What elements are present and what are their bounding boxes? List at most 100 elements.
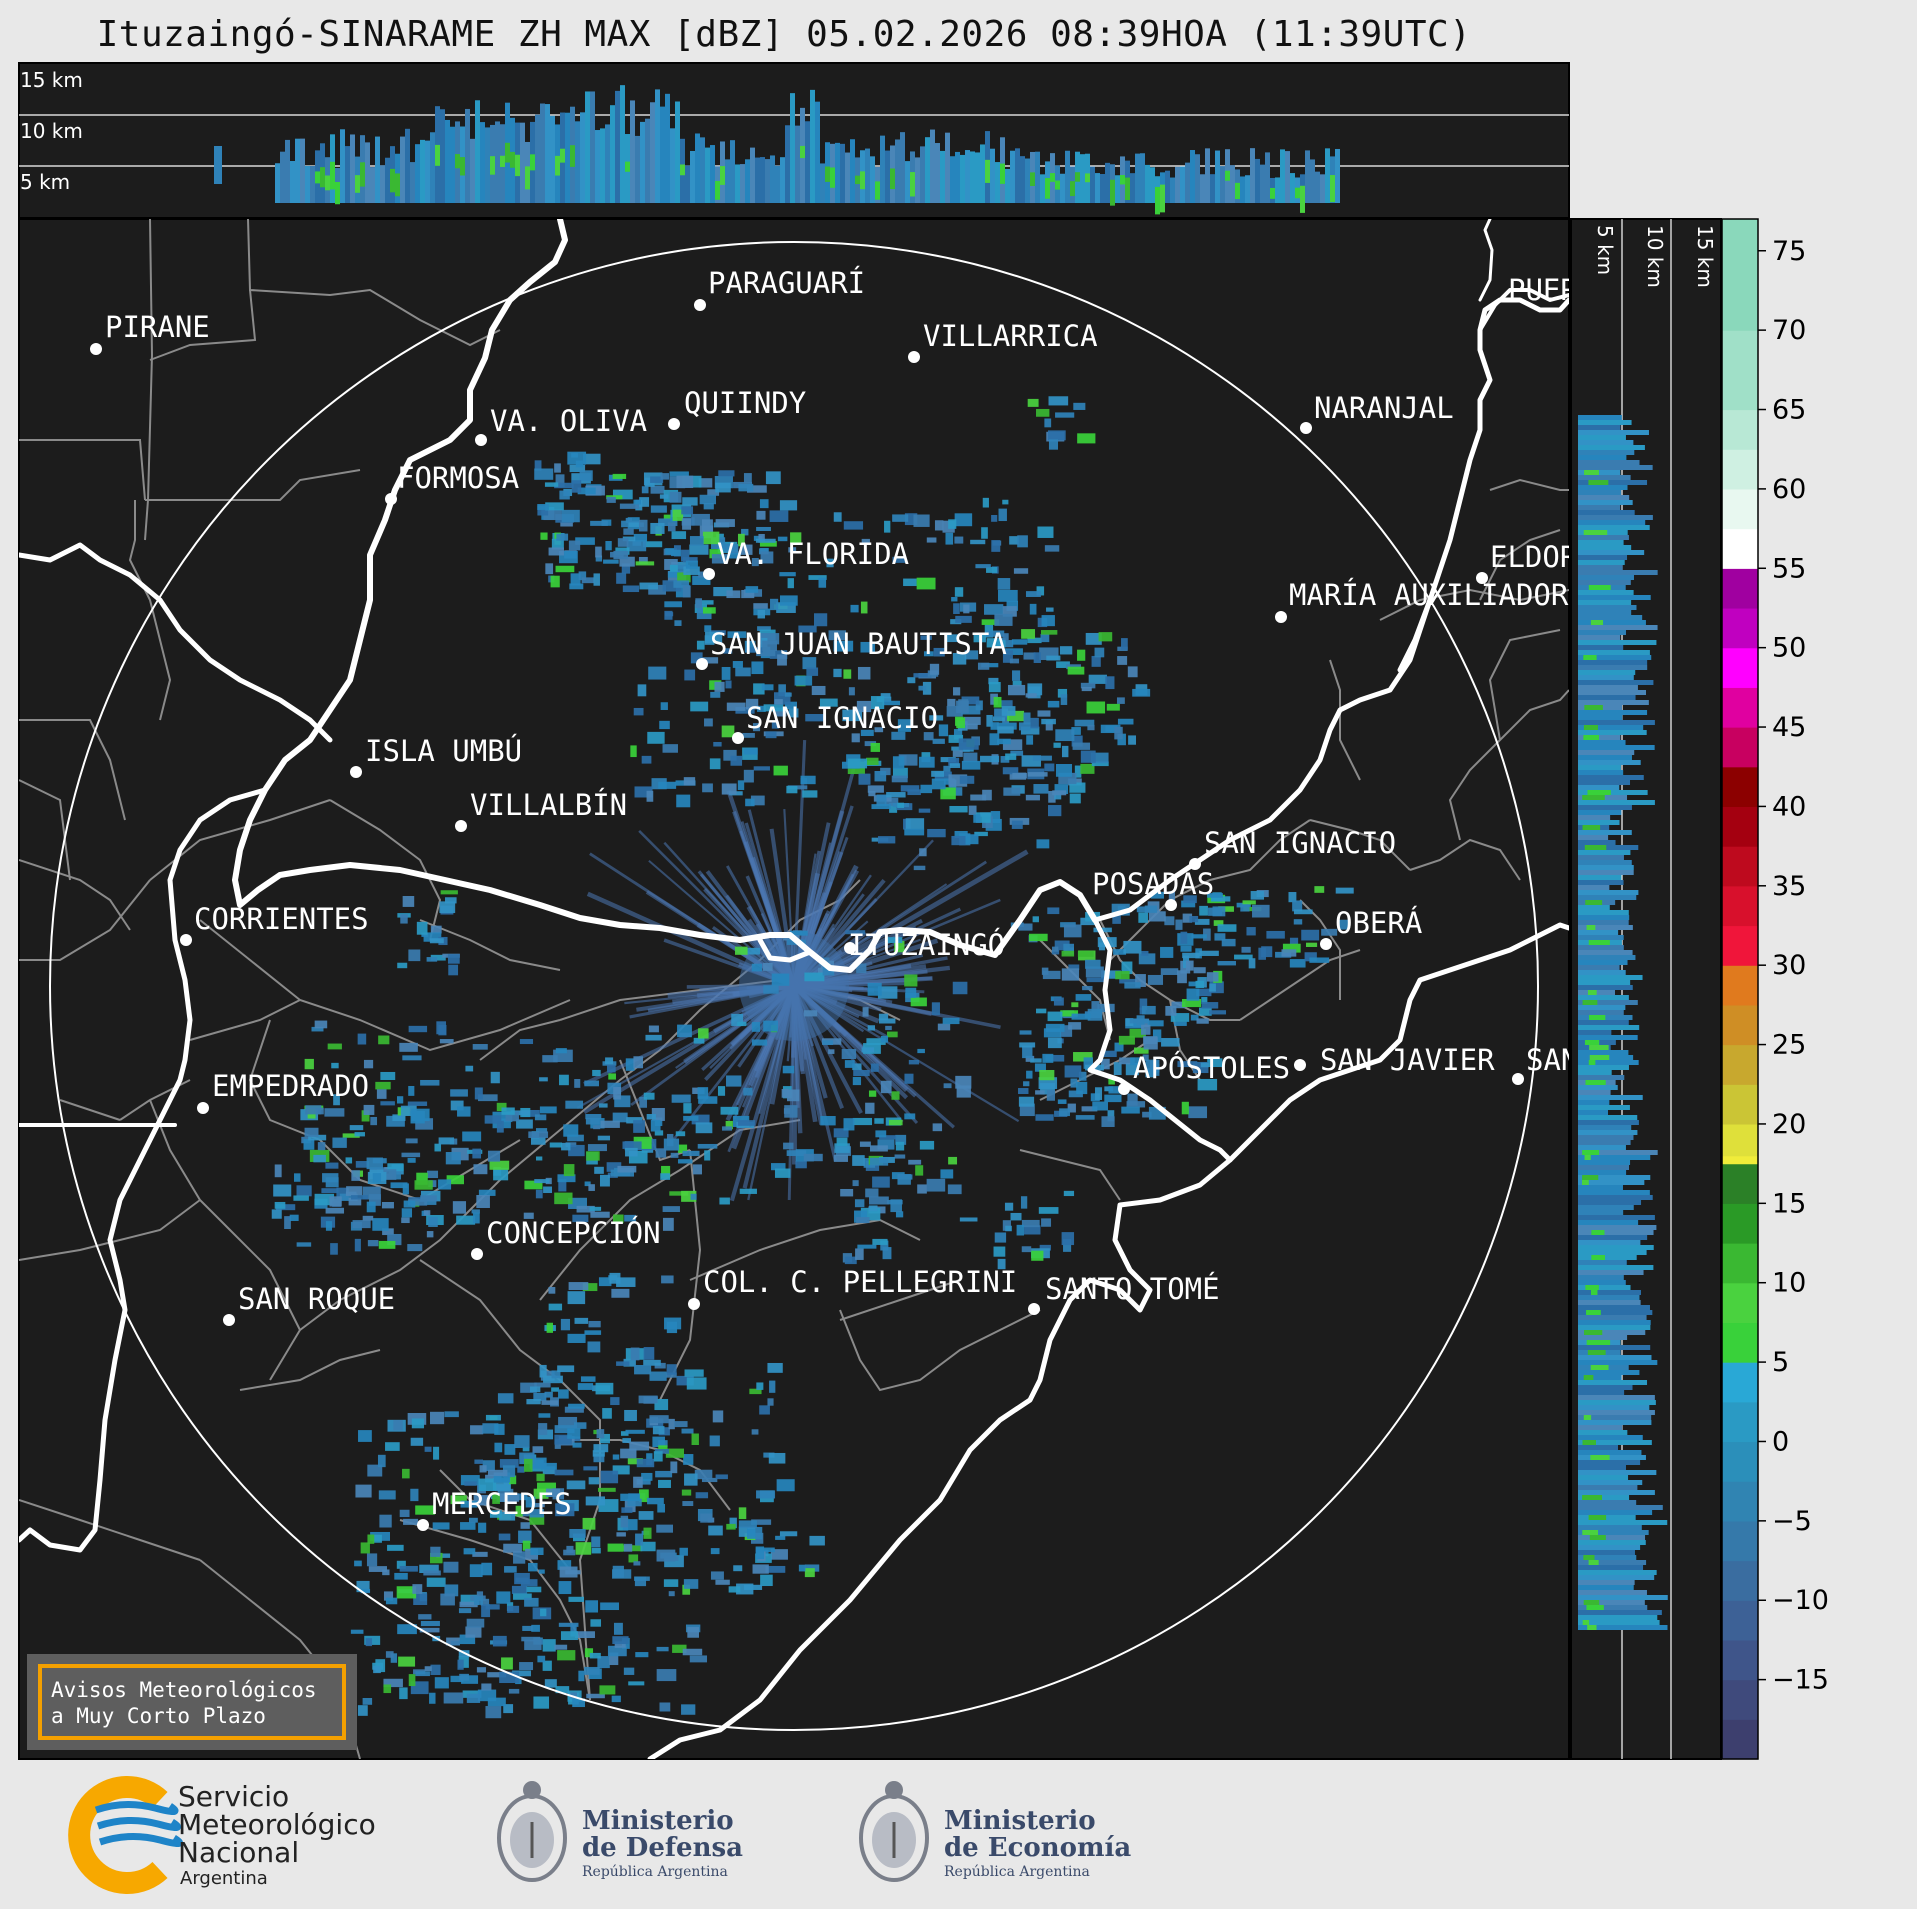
echo-cell [460,1522,476,1530]
top-echo-column [630,100,635,203]
echo-cell [656,1669,677,1682]
echo-cell [529,1457,547,1469]
echo-cell [891,775,908,783]
echo-cell [994,613,1013,626]
echo-cell [669,471,689,477]
echo-cell [569,464,586,473]
side-echo-row [1578,570,1658,575]
warning-box[interactable]: Avisos Meteorológicos a Muy Corto Plazo [27,1654,357,1750]
echo-cell [466,1693,481,1703]
top-echo-core [1075,172,1080,182]
side-echo-core [1582,1530,1599,1535]
echo-cell [1101,1058,1110,1070]
echo-cell [790,930,808,936]
side-echo-row [1578,1190,1650,1195]
echo-cell [1130,1057,1141,1066]
echo-cell [1037,710,1051,717]
echo-cell [597,1487,616,1492]
echo-cell [689,544,709,555]
echo-cell [544,482,559,487]
city-marker: SAN [1512,1043,1569,1085]
echo-cell [819,698,838,707]
side-echo-row [1578,1115,1638,1120]
echo-cell [698,571,707,578]
echo-cell [818,577,827,588]
top-echo-core [825,166,830,182]
top-echo-column [470,138,475,203]
echo-cell [1196,1018,1209,1024]
warning-line-2: a Muy Corto Plazo [51,1704,266,1728]
echo-cell [304,1058,314,1070]
echo-cell [947,698,956,707]
echo-cell [582,1517,596,1530]
echo-cell [536,1473,545,1482]
side-echo-row [1578,1485,1638,1490]
side-cross-section-echoes [1578,415,1668,1630]
echo-cell [617,1165,637,1173]
echo-cell [683,1115,699,1121]
side-echo-row [1578,485,1628,490]
side-echo-row [1578,1345,1651,1350]
echo-cell [719,1197,730,1205]
city-label: SAN IGNACIO [746,701,938,735]
echo-cell [1252,904,1270,918]
echo-cell [757,705,766,712]
echo-cell [664,558,678,570]
echo-cell [612,489,633,500]
echo-cell [751,1039,768,1046]
echo-cell [929,715,944,721]
echo-cell [751,558,759,567]
side-echo-row [1578,550,1645,555]
echo-cell [526,1399,541,1405]
echo-cell [1048,790,1056,803]
echo-cell [860,601,868,614]
echo-cell [892,756,905,769]
echo-cell [1199,905,1208,916]
echo-cell [625,517,633,523]
side-echo-row [1578,1475,1629,1480]
echo-cell [920,784,933,794]
echo-cell [1036,839,1050,849]
side-echo-row [1578,1100,1610,1105]
echo-cell [913,673,932,678]
echo-cell [348,1197,362,1206]
echo-cell [654,1130,664,1136]
echo-cell [554,463,561,473]
echo-cell [866,1038,886,1045]
echo-cell [1021,1246,1032,1253]
echo-cell [1025,1055,1035,1062]
city-label: SANTO TOMÉ [1045,1272,1220,1306]
echo-cell [450,1495,467,1505]
echo-cell [660,702,668,710]
radar-echoes [271,396,1354,1719]
side-echo-row [1578,850,1631,855]
side-echo-row [1578,720,1655,725]
echo-cell [994,1232,1007,1243]
side-echo-row [1578,1315,1647,1320]
echo-cell [670,564,690,572]
echo-cell [645,1034,662,1041]
echo-cell [445,897,457,904]
echo-cell [1121,638,1128,650]
echo-cell [1041,718,1056,725]
echo-cell [623,1545,643,1552]
top-echo-column [485,127,490,203]
echo-cell [777,654,787,666]
echo-cell [762,640,777,652]
echo-cell [530,1136,546,1145]
echo-cell [551,1370,561,1379]
side-echo-core [1584,845,1607,850]
echo-cell [1181,900,1196,908]
echo-cell [408,1085,415,1096]
city-marker: SAN IGNACIO [1189,826,1396,870]
side-echo-row [1578,625,1658,630]
side-echo-row [1578,970,1626,975]
echo-cell [916,577,936,590]
echo-cell [325,1162,339,1169]
echo-cell [904,828,925,836]
side-echo-core [1584,705,1603,710]
echo-cell [694,1469,713,1480]
side-echo-core [1583,725,1599,730]
echo-cell [1119,1057,1135,1065]
echo-cell [628,522,644,527]
